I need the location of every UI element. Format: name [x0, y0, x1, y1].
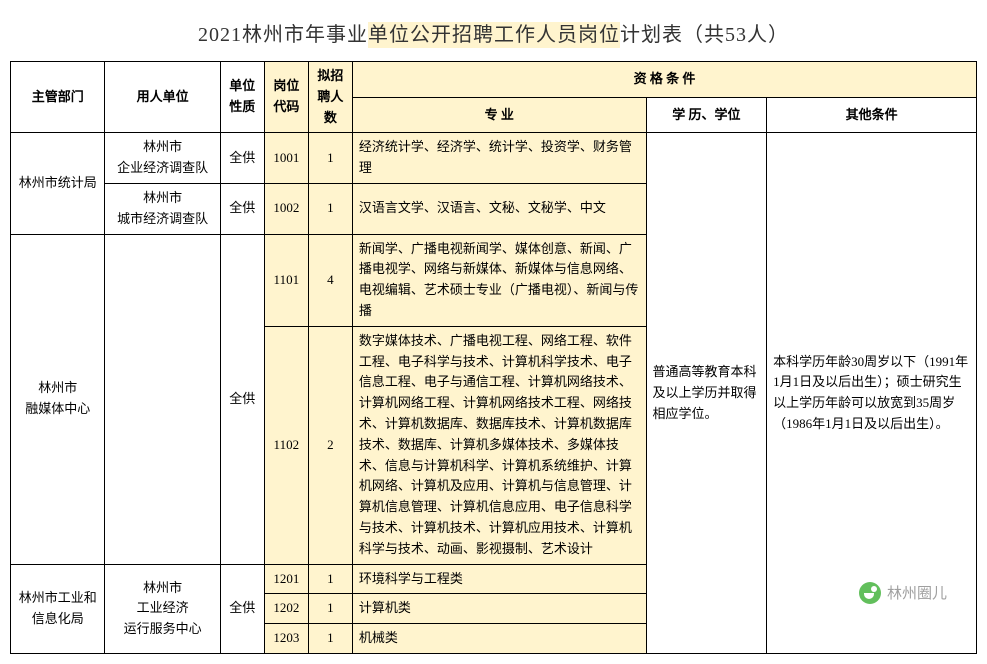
- cell-count: 1: [308, 624, 352, 654]
- cell-count: 1: [308, 594, 352, 624]
- cell-type: 全供: [220, 234, 264, 564]
- cell-code: 1002: [264, 183, 308, 234]
- cell-other: 本科学历年龄30周岁以下（1991年1月1日及以后出生）；硕士研究生以上学历年龄…: [767, 133, 977, 654]
- th-count: 拟招聘人数: [308, 62, 352, 133]
- cell-major: 计算机类: [352, 594, 646, 624]
- cell-major: 汉语言文学、汉语言、文秘、文秘学、中文: [352, 183, 646, 234]
- cell-major: 环境科学与工程类: [352, 564, 646, 594]
- cell-major: 新闻学、广播电视新闻学、媒体创意、新闻、广播电视学、网络与新媒体、新媒体与信息网…: [352, 234, 646, 326]
- cell-type: 全供: [220, 564, 264, 653]
- cell-code: 1201: [264, 564, 308, 594]
- watermark: 林州圈儿: [859, 582, 947, 604]
- cell-count: 2: [308, 326, 352, 564]
- cell-count: 1: [308, 133, 352, 184]
- th-qual: 资 格 条 件: [352, 62, 976, 98]
- cell-type: 全供: [220, 183, 264, 234]
- th-dept: 主管部门: [11, 62, 105, 133]
- cell-dept: 林州市统计局: [11, 133, 105, 234]
- cell-major: 机械类: [352, 624, 646, 654]
- cell-major: 经济统计学、经济学、统计学、投资学、财务管理: [352, 133, 646, 184]
- cell-unit: 林州市工业经济运行服务中心: [105, 564, 220, 653]
- cell-unit: [105, 234, 220, 564]
- th-code: 岗位代码: [264, 62, 308, 133]
- th-unit: 用人单位: [105, 62, 220, 133]
- title-highlight: 单位公开招聘工作人员岗位: [368, 22, 620, 48]
- title-left: 2021林州市年事业: [198, 24, 368, 46]
- th-edu: 学 历、学位: [646, 97, 767, 133]
- cell-code: 1102: [264, 326, 308, 564]
- th-type: 单位性质: [220, 62, 264, 133]
- cell-code: 1001: [264, 133, 308, 184]
- cell-count: 1: [308, 183, 352, 234]
- cell-unit: 林州市企业经济调查队: [105, 133, 220, 184]
- cell-major: 数字媒体技术、广播电视工程、网络工程、软件工程、电子科学与技术、计算机科学技术、…: [352, 326, 646, 564]
- cell-code: 1203: [264, 624, 308, 654]
- cell-code: 1101: [264, 234, 308, 326]
- cell-edu: 普通高等教育本科及以上学历并取得相应学位。: [646, 133, 767, 654]
- title-right: 计划表（共53人）: [620, 24, 789, 46]
- th-major: 专 业: [352, 97, 646, 133]
- page-title: 2021林州市年事业单位公开招聘工作人员岗位计划表（共53人）: [10, 10, 977, 61]
- cell-dept: 林州市工业和信息化局: [11, 564, 105, 653]
- th-other: 其他条件: [767, 97, 977, 133]
- cell-count: 4: [308, 234, 352, 326]
- plan-table: 主管部门 用人单位 单位性质 岗位代码 拟招聘人数 资 格 条 件 专 业 学 …: [10, 61, 977, 654]
- cell-count: 1: [308, 564, 352, 594]
- wechat-icon: [859, 582, 881, 604]
- watermark-text: 林州圈儿: [887, 582, 947, 603]
- cell-dept: 林州市融媒体中心: [11, 234, 105, 564]
- cell-code: 1202: [264, 594, 308, 624]
- table-row: 林州市统计局 林州市企业经济调查队 全供 1001 1 经济统计学、经济学、统计…: [11, 133, 977, 184]
- header-row-1: 主管部门 用人单位 单位性质 岗位代码 拟招聘人数 资 格 条 件: [11, 62, 977, 98]
- cell-type: 全供: [220, 133, 264, 184]
- cell-unit: 林州市城市经济调查队: [105, 183, 220, 234]
